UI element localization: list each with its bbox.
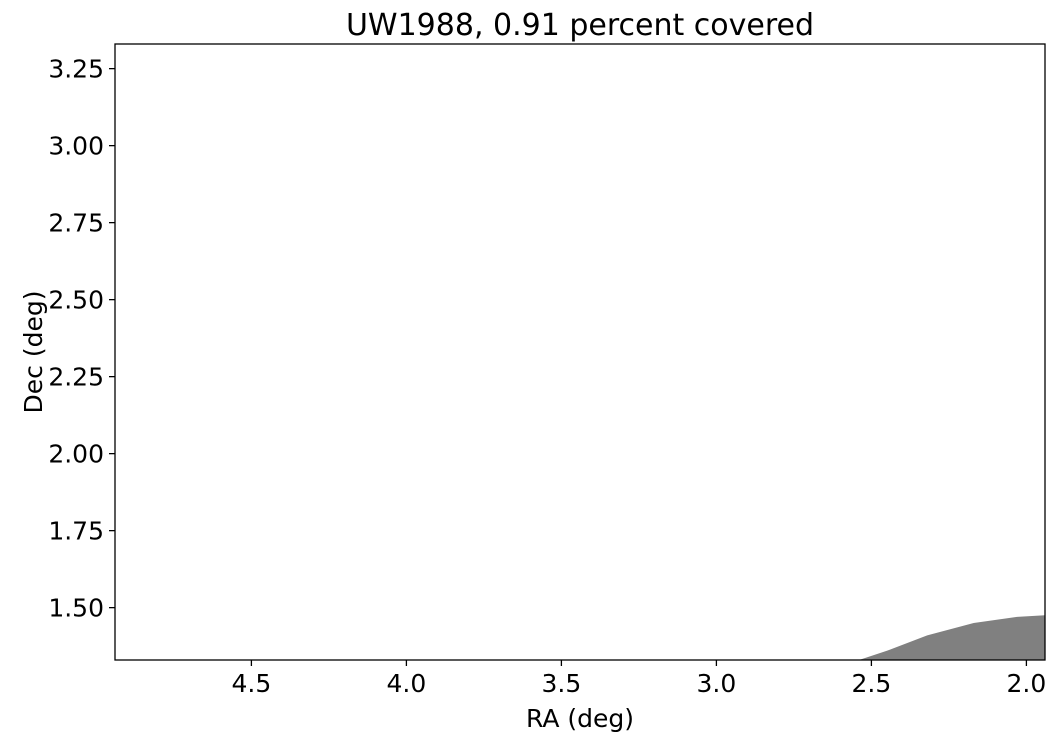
y-axis-label: Dec (deg) bbox=[19, 291, 48, 414]
x-tick-label: 4.5 bbox=[232, 669, 272, 698]
plot-area bbox=[859, 615, 1045, 660]
y-tick-label: 2.25 bbox=[48, 363, 104, 392]
y-tick-label: 1.75 bbox=[48, 517, 104, 546]
x-axis: 4.5 4.0 3.5 3.0 2.5 2.0 bbox=[232, 660, 1047, 698]
chart-title: UW1988, 0.91 percent covered bbox=[346, 8, 814, 43]
y-tick-label: 1.50 bbox=[48, 594, 104, 623]
y-tick-label: 2.75 bbox=[48, 209, 104, 238]
y-tick-label: 2.00 bbox=[48, 440, 104, 469]
x-tick-label: 2.5 bbox=[852, 669, 892, 698]
y-tick-label: 3.00 bbox=[48, 132, 104, 161]
y-tick-label: 2.50 bbox=[48, 286, 104, 315]
x-tick-label: 2.0 bbox=[1007, 669, 1047, 698]
plot-frame bbox=[114, 43, 1046, 661]
y-tick-label: 3.25 bbox=[48, 55, 104, 84]
x-tick-label: 4.0 bbox=[387, 669, 427, 698]
y-axis: 1.50 1.75 2.00 2.25 2.50 2.75 3.00 3.25 bbox=[48, 55, 115, 623]
x-tick-label: 3.5 bbox=[542, 669, 582, 698]
coverage-region bbox=[859, 615, 1045, 660]
x-tick-label: 3.0 bbox=[697, 669, 737, 698]
x-axis-label: RA (deg) bbox=[526, 704, 634, 733]
